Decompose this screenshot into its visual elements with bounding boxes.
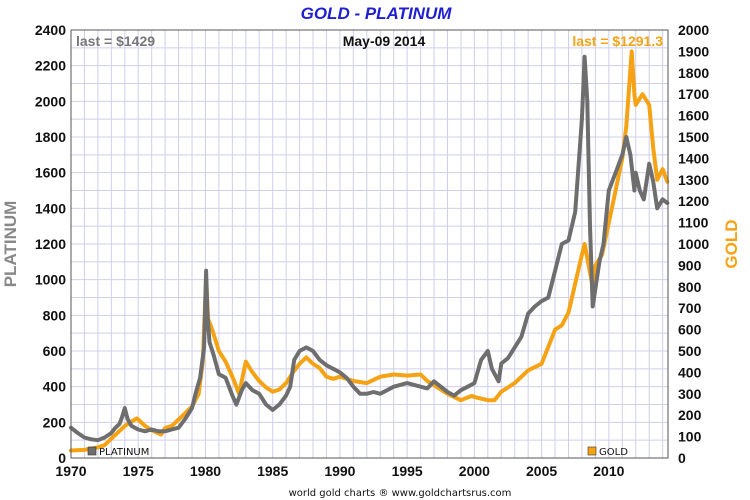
right-tick-label: 1700	[678, 86, 709, 102]
right-tick-label: 1600	[678, 108, 709, 124]
x-axis-ticks: 1970 1975 1980 1985 1990 1995 2000 2005 2010	[55, 463, 624, 479]
left-tick-label: 0	[58, 450, 66, 466]
x-tick-label: 1990	[324, 463, 355, 479]
right-tick-label: 800	[678, 279, 702, 295]
right-tick-label: 1500	[678, 129, 709, 145]
right-tick-label: 1800	[678, 65, 709, 81]
right-tick-label: 500	[678, 343, 702, 359]
right-tick-label: 2000	[678, 22, 709, 38]
right-tick-label: 1100	[678, 215, 709, 231]
left-tick-label: 2000	[35, 93, 66, 109]
platinum-last-price: last = $1429	[76, 33, 155, 49]
left-tick-label: 1400	[35, 200, 66, 216]
x-tick-label: 2010	[593, 463, 624, 479]
gold-last-price: last = $1291.3	[572, 33, 663, 49]
right-tick-label: 600	[678, 322, 702, 338]
right-tick-label: 1000	[678, 236, 709, 252]
left-tick-label: 800	[43, 307, 67, 323]
right-tick-label: 400	[678, 364, 702, 380]
left-tick-label: 400	[43, 379, 67, 395]
footer-credit: world gold charts ® www.goldchartsrus.co…	[289, 488, 512, 499]
left-tick-label: 2200	[35, 58, 66, 74]
right-tick-label: 700	[678, 300, 702, 316]
left-tick-label: 600	[43, 343, 67, 359]
gold-legend-label: GOLD	[599, 447, 628, 458]
right-tick-label: 900	[678, 257, 702, 273]
x-tick-label: 1975	[123, 463, 154, 479]
platinum-legend-label: PLATINUM	[99, 447, 149, 458]
left-axis-label: PLATINUM	[1, 201, 20, 288]
right-tick-label: 1200	[678, 193, 709, 209]
platinum-series-line	[69, 54, 670, 443]
gold-legend-swatch	[587, 446, 597, 456]
x-tick-label: 2005	[526, 463, 557, 479]
right-tick-label: 1900	[678, 43, 709, 59]
left-tick-label: 1800	[35, 129, 66, 145]
right-axis-ticks: 0 100 200 300 400 500 600 700 800 900 1000 1100 1200…	[678, 22, 709, 466]
left-tick-label: 2400	[35, 22, 66, 38]
right-tick-label: 0	[678, 450, 686, 466]
right-axis-label: GOLD	[722, 219, 741, 268]
right-tick-label: 300	[678, 386, 702, 402]
series-layer	[69, 49, 670, 453]
x-tick-label: 1995	[392, 463, 423, 479]
left-tick-label: 1600	[35, 165, 66, 181]
plot-frame	[70, 29, 669, 459]
x-tick-label: 1985	[257, 463, 288, 479]
x-tick-label: 1980	[190, 463, 221, 479]
left-tick-label: 200	[43, 414, 67, 430]
platinum-legend-swatch	[87, 446, 97, 456]
grid-lines	[70, 29, 668, 459]
left-tick-label: 1200	[35, 236, 66, 252]
right-tick-label: 100	[678, 429, 702, 445]
date-label: May-09 2014	[343, 33, 426, 49]
right-tick-label: 1300	[678, 172, 709, 188]
x-tick-label: 2000	[459, 463, 490, 479]
left-axis-ticks: 0 200 400 600 800 1000 1200 1400 1600 1800 2000 220…	[35, 22, 66, 466]
chart-title: GOLD - PLATINUM	[301, 4, 453, 23]
left-tick-label: 1000	[35, 272, 66, 288]
x-tick-label: 1970	[55, 463, 86, 479]
right-tick-label: 1400	[678, 150, 709, 166]
right-tick-label: 200	[678, 407, 702, 423]
